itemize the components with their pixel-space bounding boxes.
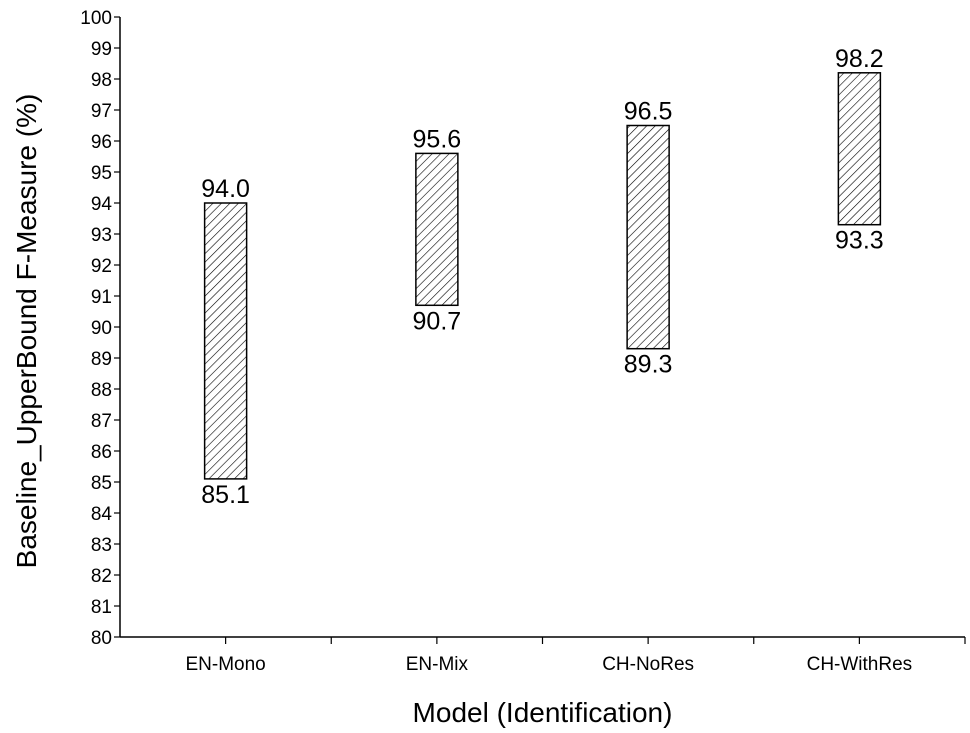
bar-low-label: 93.3 [835, 227, 884, 255]
x-tick-label: EN-Mono [186, 654, 266, 675]
y-tick-label: 84 [91, 504, 113, 525]
bar-high-label: 94.0 [201, 175, 250, 203]
y-tick-label: 80 [91, 628, 112, 649]
y-tick-label: 82 [91, 566, 112, 587]
y-tick-label: 88 [91, 380, 112, 401]
y-tick-label: 95 [91, 163, 112, 184]
x-axis-title: Model (Identification) [413, 697, 673, 728]
y-tick-label: 89 [91, 349, 112, 370]
x-tick-label: EN-Mix [406, 654, 469, 675]
x-tick-label: CH-WithRes [807, 654, 913, 675]
y-tick-label: 93 [91, 225, 112, 246]
y-tick-label: 85 [91, 473, 112, 494]
bar-high-label: 95.6 [413, 125, 462, 153]
y-tick-label: 96 [91, 132, 112, 153]
y-tick-label: 83 [91, 535, 112, 556]
x-tick-label: CH-NoRes [602, 654, 694, 675]
bar-high-label: 96.5 [624, 98, 673, 126]
y-tick-label: 97 [91, 101, 112, 122]
bar [626, 124, 670, 350]
y-tick-label: 90 [91, 318, 112, 339]
y-tick-label: 99 [91, 39, 112, 60]
y-axis-title: Baseline_UpperBound F-Measure (%) [11, 94, 42, 569]
y-tick-label: 87 [91, 411, 112, 432]
bar-low-label: 85.1 [201, 481, 250, 509]
bar-low-label: 90.7 [413, 307, 462, 335]
y-tick-label: 91 [91, 287, 112, 308]
y-tick-label: 86 [91, 442, 112, 463]
x-axis: EN-Mono EN-Mix CH-NoRes CH-WithRes [120, 636, 966, 675]
y-tick-label: 100 [80, 8, 112, 29]
y-tick-label: 94 [91, 194, 113, 215]
y-axis: 80 81 82 83 84 85 86 87 88 89 90 91 92 93 94 95 96 97 98 99… [80, 8, 121, 649]
bar [415, 152, 459, 307]
data-labels: 94.0 85.1 95.6 90.7 96.5 89.3 98.2 93.3 [201, 45, 883, 509]
bar-low-label: 89.3 [624, 351, 673, 379]
bars [203, 72, 882, 480]
y-tick-label: 92 [91, 256, 112, 277]
bar [837, 72, 882, 226]
y-tick-label: 98 [91, 70, 112, 91]
bar [203, 202, 248, 480]
bar-high-label: 98.2 [835, 45, 884, 73]
y-tick-label: 81 [91, 597, 112, 618]
